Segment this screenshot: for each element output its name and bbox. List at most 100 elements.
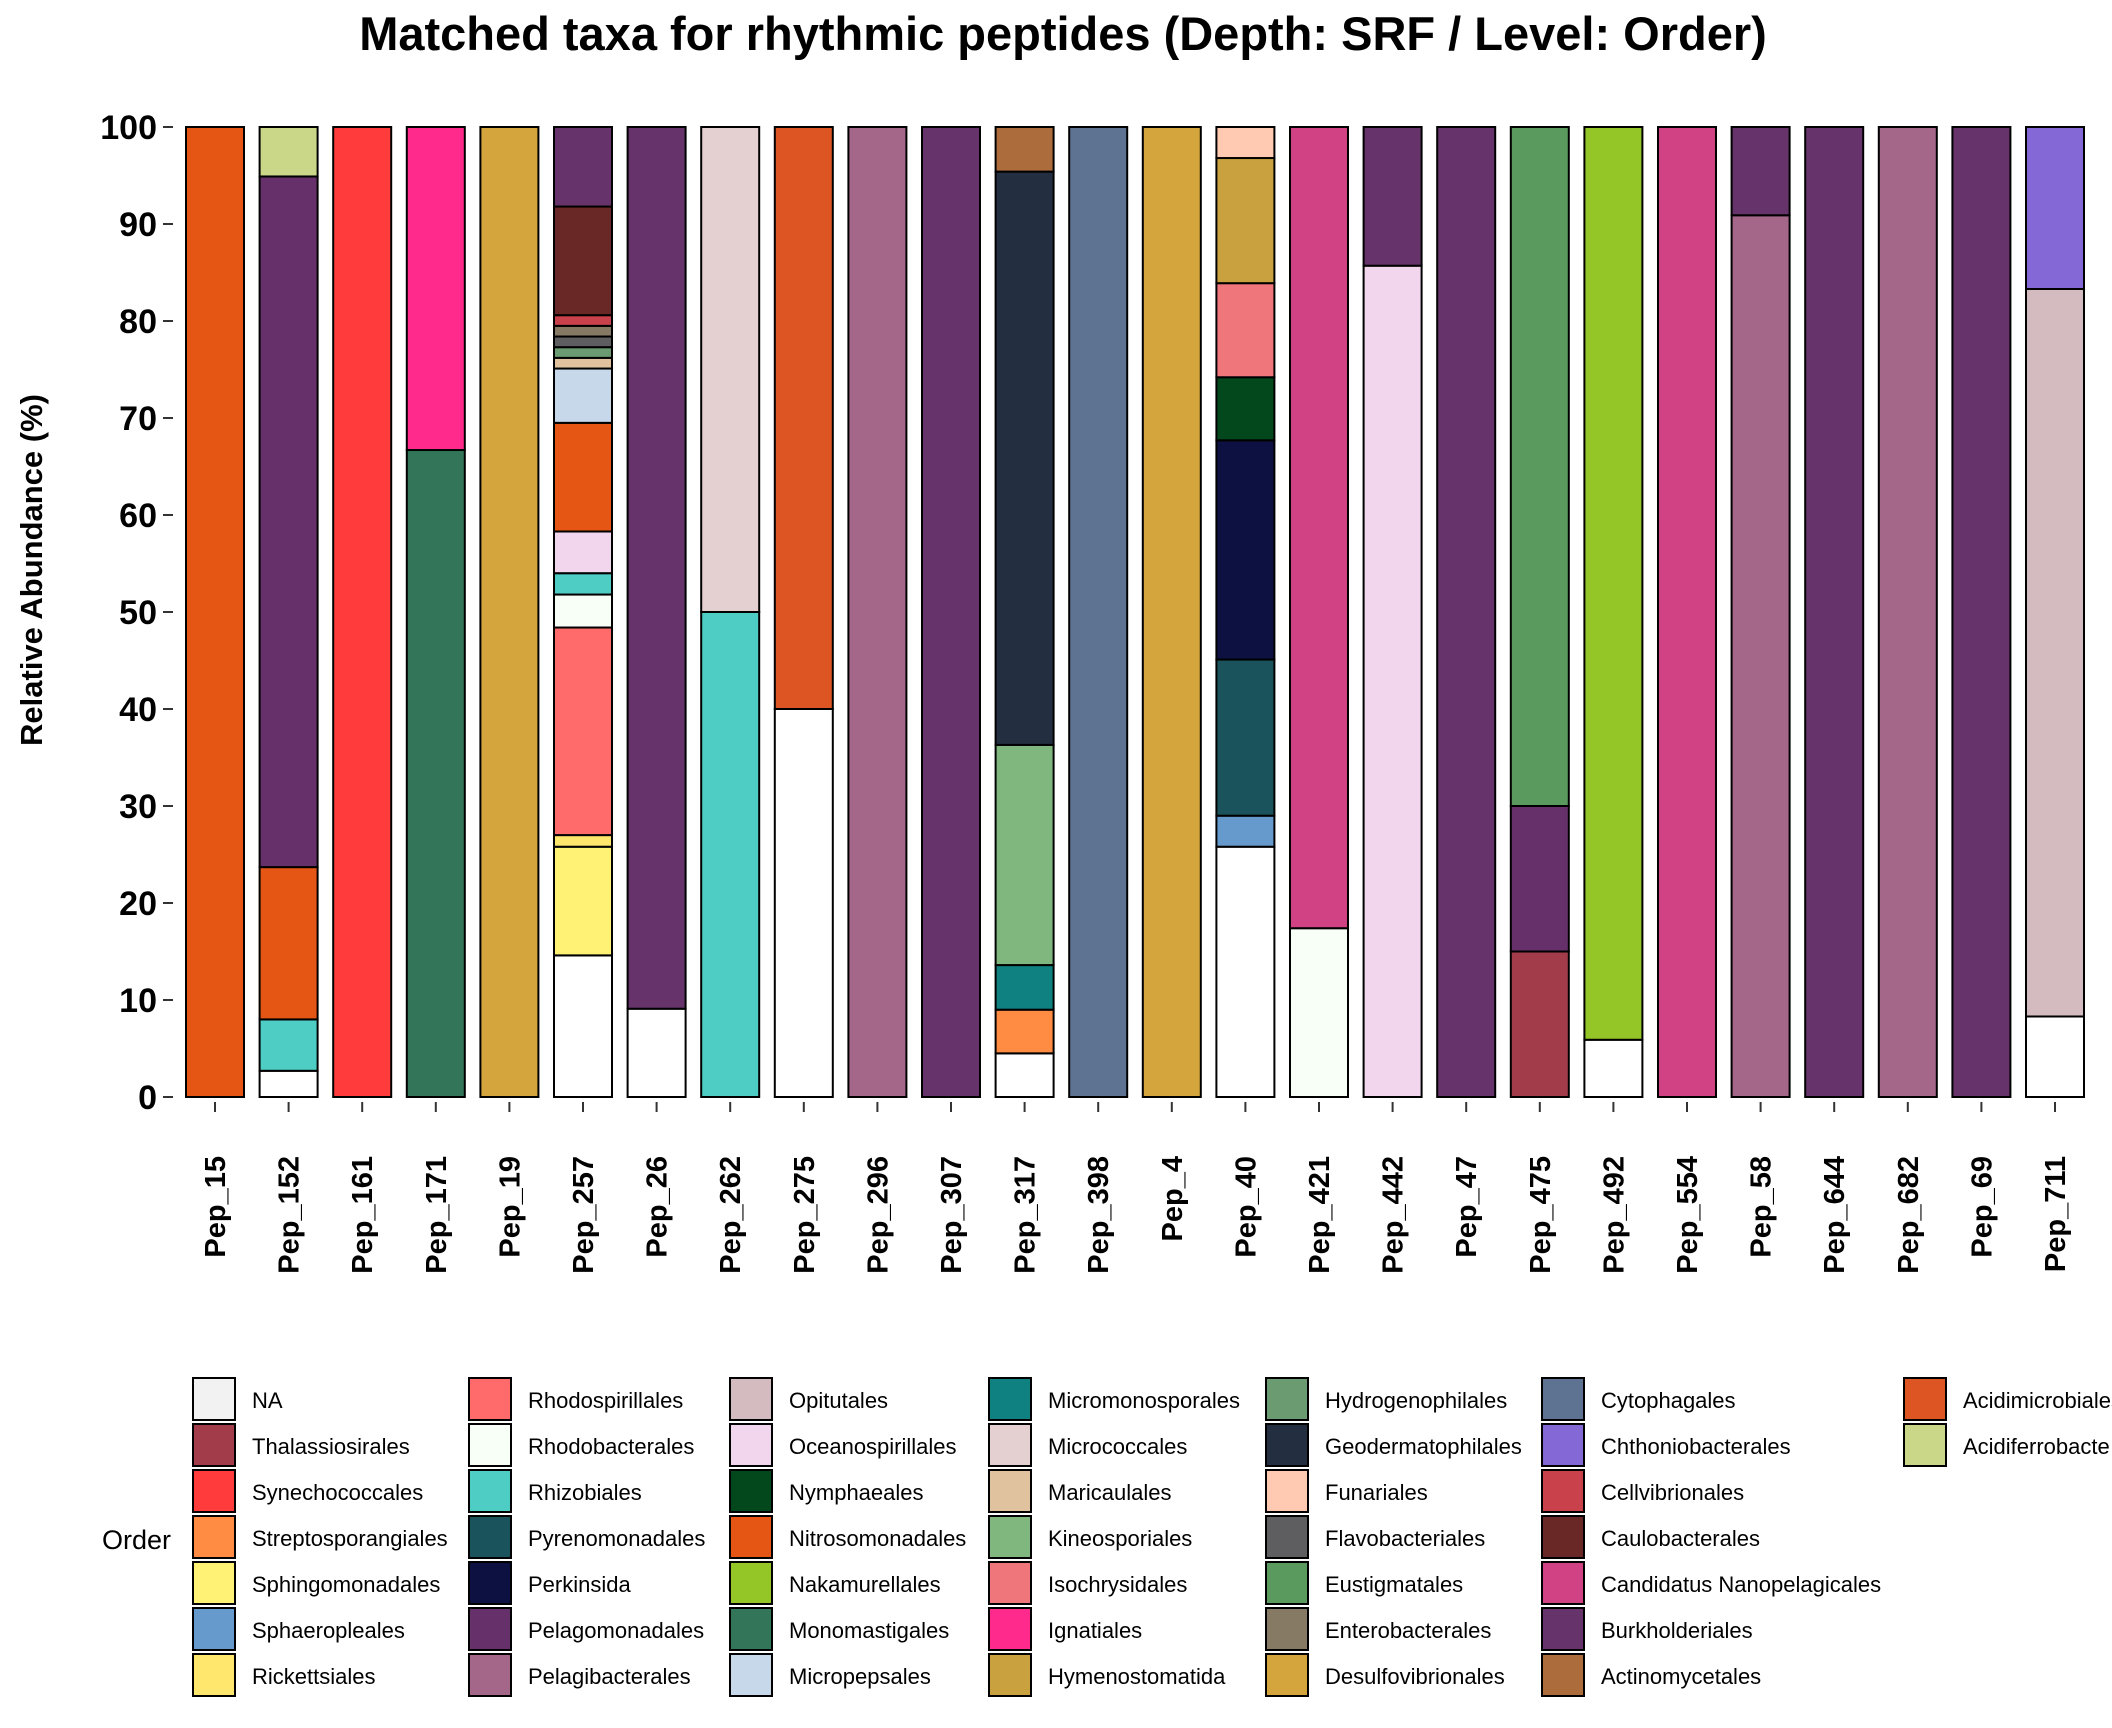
x-tick-label: Pep_161 <box>347 1156 379 1274</box>
legend-label: Funariales <box>1325 1480 1428 1505</box>
bar-segment-pep-317-0 <box>994 1052 1055 1098</box>
bar-segment-pep-171-1 <box>405 126 466 452</box>
legend-label: Chthoniobacterales <box>1601 1434 1791 1459</box>
legend-swatch <box>192 1377 236 1421</box>
legend-label: Synechococcales <box>252 1480 423 1505</box>
x-tick-label: Pep_492 <box>1598 1156 1630 1274</box>
legend-swatch <box>1541 1377 1585 1421</box>
legend-swatch <box>1541 1607 1585 1651</box>
bar-segment-pep-398-0 <box>1068 126 1129 1098</box>
bar-segment-pep-442-1 <box>1362 126 1423 267</box>
bar-segment-pep-317-2 <box>994 964 1055 1011</box>
legend-swatch <box>988 1653 1032 1697</box>
x-tick-label: Pep_275 <box>789 1156 821 1274</box>
y-tick-label: 60 <box>119 497 157 535</box>
legend-swatch <box>729 1377 773 1421</box>
legend-label: Sphingomonadales <box>252 1572 440 1597</box>
legend-swatch <box>192 1561 236 1605</box>
bar-segment-pep-421-0 <box>1289 927 1349 1098</box>
bar-segment-pep-307-0 <box>921 126 981 1098</box>
legend-label: Oceanospirillales <box>789 1434 957 1459</box>
x-tick-label: Pep_47 <box>1451 1156 1483 1258</box>
x-tick-label: Pep_257 <box>568 1156 600 1274</box>
bar-segment-pep-58-1 <box>1730 126 1791 217</box>
bar-segment-pep-257-13 <box>553 314 613 327</box>
legend-label: Candidatus Nanopelagicales <box>1601 1572 1881 1597</box>
bar-segment-pep-257-0 <box>553 954 613 1098</box>
bar-segment-pep-4-0 <box>1141 126 1202 1098</box>
legend-swatch <box>1903 1423 1947 1467</box>
legend-label: Acidiferrobacte <box>1963 1434 2110 1459</box>
bar-segment-pep-257-4 <box>553 593 613 629</box>
legend-label: Enterobacterales <box>1325 1618 1491 1643</box>
legend-swatch <box>729 1607 773 1651</box>
legend-label: Hymenostomatida <box>1048 1664 1226 1689</box>
legend-swatch <box>468 1377 512 1421</box>
y-tick-label: 20 <box>119 885 157 923</box>
x-tick-label: Pep_317 <box>1010 1156 1042 1274</box>
x-tick-label: Pep_40 <box>1230 1156 1262 1258</box>
legend-swatch <box>1265 1469 1309 1513</box>
bar-segment-pep-317-3 <box>994 743 1055 967</box>
x-axis: Pep_15 Pep_152 Pep_161 Pep_171 Pep_19 Pep_257… <box>200 1102 2072 1274</box>
legend-label: Actinomycetales <box>1601 1664 1761 1689</box>
bar-segment-pep-257-7 <box>553 421 613 533</box>
bar-segment-pep-40-7 <box>1215 126 1276 160</box>
y-tick-label: 40 <box>119 691 157 729</box>
y-tick-label: 80 <box>119 303 157 341</box>
legend-swatch <box>1265 1607 1309 1651</box>
bar-segment-pep-257-14 <box>553 205 613 317</box>
legend-label: Nymphaeales <box>789 1480 924 1505</box>
bar-segment-pep-296-0 <box>847 126 908 1098</box>
legend-label: Sphaeropleales <box>252 1618 405 1643</box>
bar-segment-pep-262-0 <box>700 611 761 1098</box>
y-tick-label: 50 <box>119 594 157 632</box>
legend-label: Rhizobiales <box>528 1480 642 1505</box>
legend-label: Micrococcales <box>1048 1434 1187 1459</box>
legend-swatch <box>729 1423 773 1467</box>
bar-segment-pep-475-2 <box>1509 126 1570 807</box>
legend-swatch <box>1265 1515 1309 1559</box>
bar-segment-pep-40-4 <box>1215 376 1276 442</box>
bar-segment-pep-19-0 <box>479 126 540 1098</box>
x-tick-label: Pep_171 <box>421 1156 453 1274</box>
bar-segment-pep-644-0 <box>1804 126 1865 1098</box>
bar-segment-pep-40-6 <box>1215 157 1276 285</box>
bar-segment-pep-711-1 <box>2025 287 2085 1018</box>
x-tick-label: Pep_262 <box>715 1156 747 1274</box>
bar-segment-pep-152-1 <box>258 1018 319 1072</box>
legend-title: Order <box>102 1525 171 1555</box>
bar-segment-pep-161-0 <box>332 126 393 1098</box>
bar-segment-pep-257-9 <box>553 356 613 370</box>
legend-label: Desulfovibrionales <box>1325 1664 1505 1689</box>
legend-label: Burkholderiales <box>1601 1618 1753 1643</box>
y-tick-label: 0 <box>138 1079 157 1117</box>
legend-swatch <box>988 1561 1032 1605</box>
legend-label: Perkinsida <box>528 1572 631 1597</box>
legend-swatch <box>192 1653 236 1697</box>
legend-label: Thalassiosirales <box>252 1434 410 1459</box>
legend-swatch <box>988 1607 1032 1651</box>
legend-swatch <box>468 1653 512 1697</box>
legend-label: Streptosporangiales <box>252 1526 448 1551</box>
chart-title: Matched taxa for rhythmic peptides (Dept… <box>359 7 1767 60</box>
legend-label: Kineosporiales <box>1048 1526 1192 1551</box>
legend-label: Ignatiales <box>1048 1618 1142 1643</box>
x-tick-label: Pep_554 <box>1672 1156 1704 1274</box>
bar-segment-pep-421-1 <box>1289 126 1349 930</box>
bar-segment-pep-257-12 <box>553 324 613 338</box>
x-tick-label: Pep_442 <box>1378 1156 1410 1274</box>
legend-swatch <box>192 1515 236 1559</box>
bar-segment-pep-257-1 <box>553 845 613 957</box>
bar-segment-pep-152-4 <box>258 126 319 178</box>
bar-segment-pep-275-0 <box>773 708 834 1098</box>
legend-label: Rickettsiales <box>252 1664 375 1689</box>
legend-label: Geodermatophilales <box>1325 1434 1522 1459</box>
bar-segment-pep-711-2 <box>2025 126 2085 290</box>
legend-label: Nakamurellales <box>789 1572 941 1597</box>
legend-swatch <box>468 1561 512 1605</box>
legend-label: Caulobacterales <box>1601 1526 1760 1551</box>
bar-segment-pep-492-1 <box>1583 126 1644 1041</box>
bar-segment-pep-26-1 <box>626 126 687 1010</box>
legend-swatch <box>1265 1561 1309 1605</box>
